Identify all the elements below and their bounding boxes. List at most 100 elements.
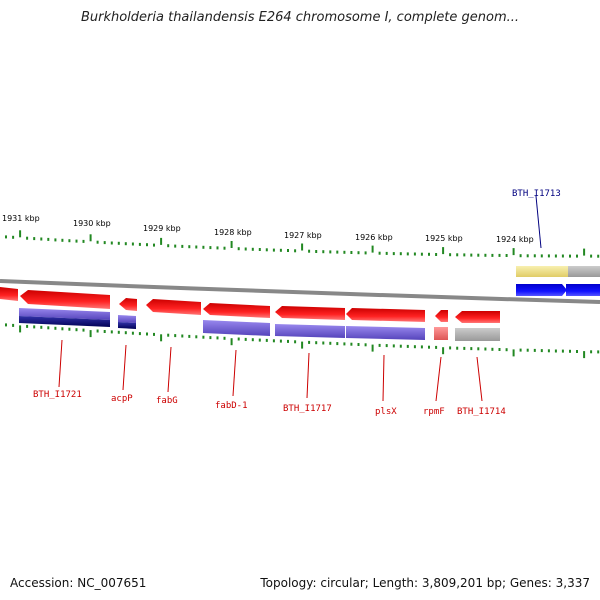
scale-minor-tick xyxy=(336,250,339,254)
scale-minor-tick xyxy=(449,346,452,350)
gene-arrow-reverse[interactable] xyxy=(203,303,270,318)
scale-minor-tick xyxy=(491,253,494,257)
cds-feature[interactable] xyxy=(346,326,425,340)
rna-feature-yellow[interactable] xyxy=(516,266,568,277)
gene-arrow-reverse[interactable] xyxy=(346,308,425,322)
scale-minor-tick xyxy=(202,245,205,249)
scale-minor-tick xyxy=(456,346,459,350)
scale-major-tick xyxy=(301,243,304,251)
scale-minor-tick xyxy=(343,250,346,254)
scale-minor-tick xyxy=(279,248,282,252)
scale-minor-tick xyxy=(547,254,550,258)
gene-label-acpp[interactable]: acpP xyxy=(111,394,133,404)
scale-minor-tick xyxy=(399,344,402,348)
scale-major-tick xyxy=(19,230,22,238)
scale-major-tick xyxy=(89,234,92,242)
scale-minor-tick xyxy=(357,343,360,346)
scale-major-tick xyxy=(19,325,22,333)
cds-feature[interactable] xyxy=(118,315,136,323)
scale-minor-tick xyxy=(251,338,254,342)
scale-minor-tick xyxy=(491,347,494,351)
scale-major-tick xyxy=(583,351,586,359)
scale-minor-tick xyxy=(463,346,466,350)
scale-minor-tick xyxy=(117,241,120,245)
scale-minor-tick xyxy=(146,243,148,247)
gene-arrow-reverse[interactable] xyxy=(146,299,201,315)
scale-label: 1924 kbp xyxy=(496,235,534,244)
scale-minor-tick xyxy=(110,330,113,334)
scale-minor-tick xyxy=(167,333,170,337)
scale-minor-tick xyxy=(216,246,219,250)
scale-minor-tick xyxy=(287,339,289,343)
gene-label-rpmf[interactable]: rpmF xyxy=(423,407,445,417)
scale-minor-tick xyxy=(477,253,480,257)
scale-minor-tick xyxy=(385,251,388,255)
scale-minor-tick xyxy=(117,330,120,334)
gene-label-bth-i1713[interactable]: BTH_I1713 xyxy=(512,189,561,199)
scale-minor-tick xyxy=(96,240,99,244)
scale-major-tick xyxy=(230,241,233,248)
reverse-strand-genes xyxy=(0,287,500,323)
scale-minor-tick xyxy=(420,252,423,256)
scale-minor-tick xyxy=(463,253,466,257)
scale-major-tick xyxy=(89,330,92,338)
scale-minor-tick xyxy=(167,244,170,248)
leader-line xyxy=(306,352,310,399)
gene-label-bth-i1714[interactable]: BTH_I1714 xyxy=(457,407,506,417)
scale-major-tick xyxy=(512,248,515,256)
scale-minor-tick xyxy=(40,325,43,329)
scale-minor-tick xyxy=(209,336,212,340)
scale-label: 1931 kbp xyxy=(2,214,40,223)
scale-minor-tick xyxy=(343,342,346,346)
gene-arrow-reverse[interactable] xyxy=(435,310,448,322)
scale-minor-tick xyxy=(40,237,43,241)
scale-minor-tick xyxy=(576,350,578,353)
cds-feature[interactable] xyxy=(203,320,270,336)
scale-minor-tick xyxy=(456,253,459,257)
scale-major-tick xyxy=(583,248,586,256)
scale-minor-tick xyxy=(364,251,367,255)
scale-minor-tick xyxy=(33,325,36,329)
gene-arrow-forward[interactable] xyxy=(516,284,567,296)
rrna-feature[interactable] xyxy=(434,327,448,340)
scale-minor-tick xyxy=(272,339,275,343)
scale-minor-tick xyxy=(244,247,247,251)
gene-arrow-reverse[interactable] xyxy=(119,298,137,311)
scale-minor-tick xyxy=(75,239,78,243)
scale-label: 1930 kbp xyxy=(73,219,111,228)
gene-arrow-reverse[interactable] xyxy=(20,290,110,309)
gene-label-bth-i1717[interactable]: BTH_I1717 xyxy=(283,404,332,414)
scale-minor-tick xyxy=(61,238,64,242)
scale-minor-tick xyxy=(272,248,275,252)
gene-arrow-reverse[interactable] xyxy=(0,287,18,301)
scale-minor-tick xyxy=(350,251,353,254)
cds-feature[interactable] xyxy=(19,316,110,327)
scale-minor-tick xyxy=(505,254,508,257)
scale-minor-tick xyxy=(428,345,430,349)
gene-arrow-reverse[interactable] xyxy=(455,311,500,323)
scale-minor-tick xyxy=(540,254,543,258)
gene-arrow-reverse[interactable] xyxy=(275,306,345,320)
scale-minor-tick xyxy=(526,254,529,258)
gene-arrow-forward[interactable] xyxy=(566,284,600,296)
scale-minor-tick xyxy=(413,252,416,256)
rna-feature[interactable] xyxy=(455,328,500,341)
scale-minor-tick xyxy=(519,348,522,352)
gene-label-plsx[interactable]: plsX xyxy=(375,407,397,417)
scale-minor-tick xyxy=(322,250,325,254)
scale-minor-tick xyxy=(181,334,184,338)
scale-minor-tick xyxy=(5,235,7,239)
cds-feature[interactable] xyxy=(118,322,136,329)
gene-label-fabg[interactable]: fabG xyxy=(156,396,178,406)
cds-feature[interactable] xyxy=(275,324,345,338)
scale-minor-tick xyxy=(498,253,501,257)
scale-minor-tick xyxy=(110,241,113,245)
scale-labels: 1931 kbp 1930 kbp 1929 kbp 1928 kbp 1927… xyxy=(2,214,534,244)
gene-label-fabd-1[interactable]: fabD-1 xyxy=(215,401,248,411)
scale-major-tick xyxy=(160,334,163,342)
scale-minor-tick xyxy=(477,347,480,351)
gene-label-bth-i1721[interactable]: BTH_I1721 xyxy=(33,390,82,400)
scale-minor-tick xyxy=(287,249,289,252)
scale-minor-tick xyxy=(12,235,15,239)
rna-feature-gray[interactable] xyxy=(568,266,600,277)
